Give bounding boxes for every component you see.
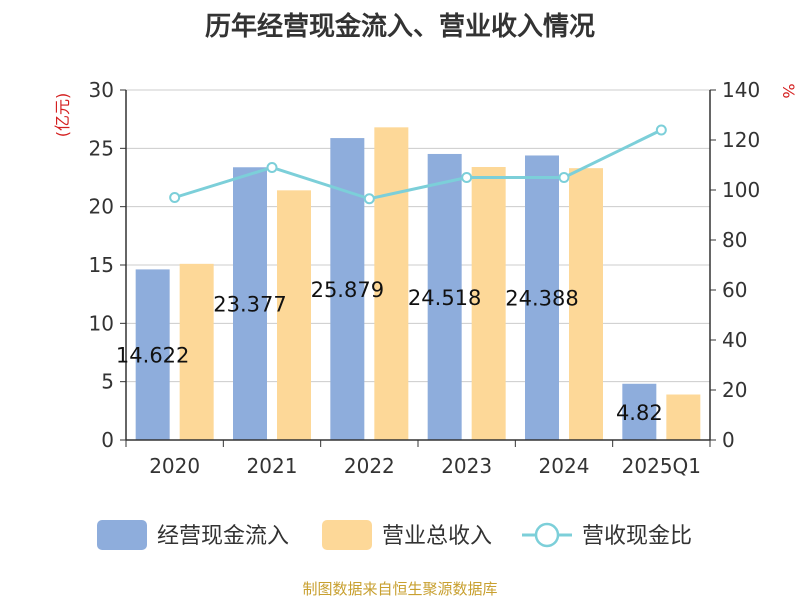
y-right-tick-label: 20	[722, 378, 747, 402]
legend-label: 经营现金流入	[157, 524, 289, 549]
source-note: 制图数据来自恒生聚源数据库	[302, 580, 498, 598]
y-right-axis-label: %	[779, 83, 798, 98]
data-label: 24.518	[408, 286, 481, 310]
line-point	[363, 193, 375, 205]
data-label: 24.388	[505, 287, 578, 311]
line-point	[461, 172, 473, 183]
line-point	[655, 124, 667, 136]
y-right-tick-label: 120	[722, 128, 760, 152]
y-left-tick-label: 10	[89, 311, 114, 335]
bar-营业总收入	[374, 127, 409, 440]
bar-营业总收入	[277, 190, 311, 440]
bar-经营现金流入	[525, 155, 559, 440]
y-right-tick-label: 0	[722, 428, 735, 452]
x-tick-label: 2023	[441, 454, 492, 478]
bar-经营现金流入	[427, 153, 462, 440]
y-left-tick-label: 20	[89, 195, 114, 219]
y-right-tick-label: 80	[722, 228, 747, 252]
bar-营业总收入	[569, 168, 603, 440]
y-left-tick-label: 30	[89, 78, 114, 102]
data-label: 25.879	[311, 278, 384, 302]
x-tick-label: 2021	[247, 454, 298, 478]
bar-经营现金流入	[233, 167, 267, 441]
bar-营业总收入	[471, 167, 506, 440]
legend-swatch	[322, 520, 372, 550]
y-right-tick-label: 140	[722, 78, 760, 102]
line-point	[558, 172, 570, 183]
data-label: 14.622	[116, 344, 189, 368]
chart-title: 历年经营现金流入、营业收入情况	[204, 12, 595, 42]
y-left-tick-label: 15	[89, 253, 114, 277]
bar-营业总收入	[179, 263, 214, 440]
legend-label: 营收现金比	[582, 524, 692, 549]
line-point	[169, 192, 181, 203]
y-left-tick-label: 0	[101, 428, 114, 452]
y-left-axis-label: (亿元)	[53, 93, 72, 138]
legend-marker	[534, 522, 560, 548]
data-label: 23.377	[213, 293, 286, 317]
x-tick-label: 2025Q1	[622, 454, 701, 478]
x-tick-label: 2020	[149, 454, 200, 478]
data-label: 4.82	[616, 401, 663, 425]
y-right-tick-label: 60	[722, 278, 747, 302]
legend-swatch	[97, 520, 147, 550]
y-right-tick-label: 40	[722, 328, 747, 352]
legend-label: 营业总收入	[382, 524, 492, 549]
bar-营业总收入	[666, 394, 701, 440]
y-left-tick-label: 5	[101, 370, 114, 394]
y-left-tick-label: 25	[89, 136, 114, 160]
line-point	[266, 162, 278, 173]
bar-经营现金流入	[135, 269, 170, 440]
y-right-tick-label: 100	[722, 178, 760, 202]
x-tick-label: 2022	[344, 454, 395, 478]
x-tick-label: 2024	[539, 454, 590, 478]
bar-经营现金流入	[622, 383, 657, 440]
line-营收现金比	[174, 128, 662, 201]
